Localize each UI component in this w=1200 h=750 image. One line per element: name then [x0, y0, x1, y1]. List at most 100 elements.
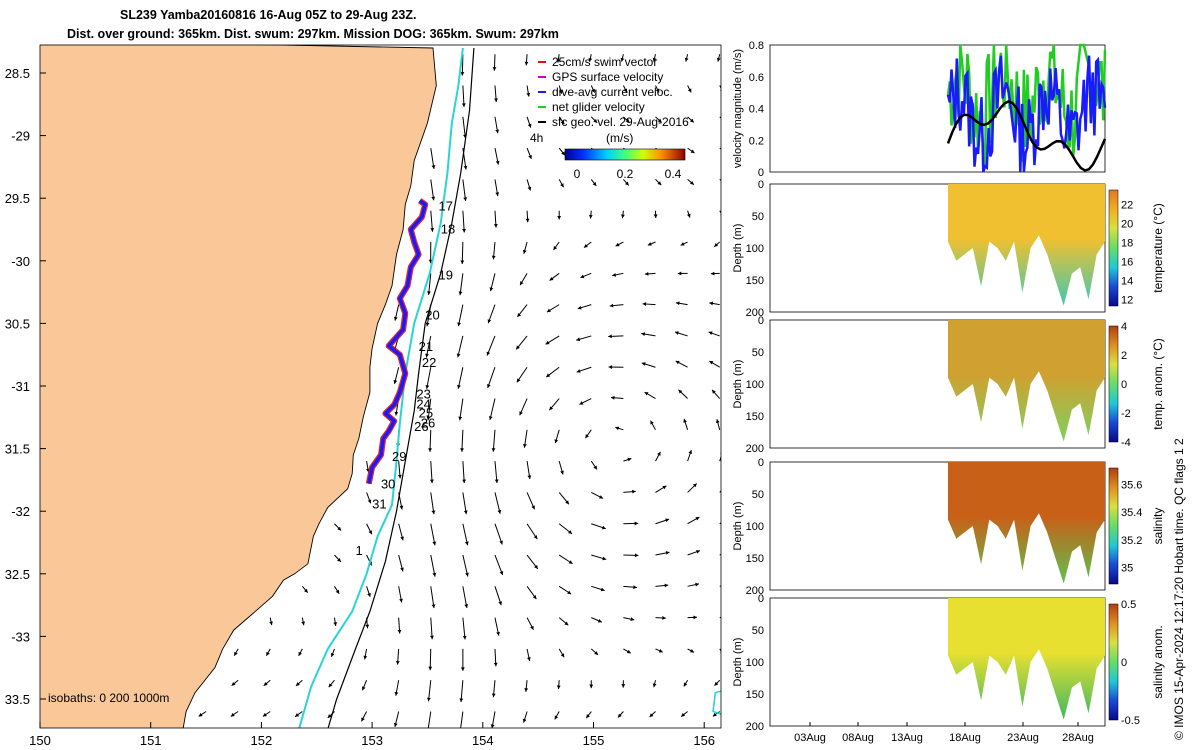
- velocity-arrowhead: [393, 316, 398, 321]
- section-colorbar-tick-label: 22: [1121, 199, 1133, 211]
- velocity-arrowhead: [494, 98, 498, 103]
- velocity-arrowhead: [568, 530, 573, 534]
- velocity-y-tick-label: 0.4: [749, 104, 764, 116]
- velocity-arrowhead: [460, 667, 465, 671]
- depth-section-panel: 0 50 100 150 200 Depth (m) -0.5 0 0.5 salinity an…: [732, 593, 1165, 733]
- velocity-arrowhead: [644, 392, 649, 396]
- velocity-arrow: [489, 398, 496, 421]
- velocity-arrowhead: [602, 556, 607, 561]
- velocity-arrowhead: [262, 712, 267, 717]
- map-x-tick-label: 154: [472, 733, 494, 748]
- colorbar-tick-label: 0: [574, 167, 581, 181]
- date-tick-label: 08Aug: [842, 732, 874, 744]
- velocity-arrow: [719, 85, 721, 90]
- velocity-arrowhead: [399, 598, 403, 603]
- velocity-arrow: [487, 367, 496, 389]
- velocity-arrowhead: [689, 180, 694, 185]
- velocity-arrowhead: [425, 353, 429, 358]
- velocity-arrowhead: [546, 373, 551, 378]
- velocity-arrowhead: [488, 416, 493, 420]
- velocity-arrowhead: [530, 625, 534, 630]
- velocity-arrowhead: [653, 214, 658, 218]
- velocity-arrowhead: [716, 57, 721, 62]
- velocity-arrowhead: [593, 465, 597, 470]
- velocity-arrowhead: [549, 406, 554, 411]
- date-axis: 03Aug 08Aug 13Aug 18Aug 23Aug 28Aug: [794, 722, 1094, 744]
- velocity-arrowhead: [615, 242, 620, 247]
- section-colorbar-tick-label: 14: [1121, 275, 1133, 287]
- velocity-arrowhead: [600, 587, 605, 592]
- velocity-arrowhead: [675, 301, 680, 306]
- velocity-arrow: [462, 461, 465, 484]
- velocity-arrowhead: [327, 714, 332, 718]
- velocity-arrowhead: [632, 489, 636, 494]
- velocity-arrow: [459, 398, 464, 421]
- velocity-arrowhead: [652, 57, 657, 62]
- section-y-tick-label: 150: [746, 553, 764, 565]
- velocity-arrowhead: [430, 228, 435, 232]
- section-colorbar-label: temp. anom. (°C): [1151, 338, 1165, 430]
- imos-credit: © IMOS 15-Apr-2024 12:17:20 Hobart time.…: [1172, 438, 1186, 740]
- velocity-arrow: [428, 680, 432, 702]
- velocity-arrowhead: [696, 549, 701, 554]
- depth-section-panel: 0 50 100 150 200 Depth (m) 12 14 16 18 20 22 tempera…: [732, 179, 1165, 319]
- velocity-arrowhead: [498, 601, 502, 606]
- velocity-arrow: [486, 335, 496, 356]
- section-y-tick-label: 100: [746, 379, 764, 391]
- velocity-arrowhead: [395, 660, 400, 665]
- velocity-arrowhead: [609, 303, 614, 308]
- velocity-arrowhead: [459, 698, 464, 702]
- velocity-arrowhead: [658, 649, 663, 653]
- velocity-panel: 0 0.2 0.4 0.6 0.8 velocity magnitude (m/s): [732, 40, 1107, 179]
- velocity-arrowhead: [579, 401, 584, 405]
- velocity-arrowhead: [714, 242, 719, 247]
- velocity-arrowhead: [715, 419, 720, 424]
- section-colorbar-tick-label: 2: [1121, 350, 1127, 362]
- map-colorbar: [564, 148, 686, 161]
- velocity-arrowhead: [556, 685, 561, 690]
- map-y-tick-label: -29: [11, 129, 30, 144]
- velocity-arrowhead: [657, 181, 662, 186]
- velocity-arrowhead: [612, 273, 617, 277]
- velocity-arrowhead: [722, 119, 726, 123]
- velocity-arrowhead: [427, 291, 431, 295]
- velocity-arrowhead: [464, 541, 469, 546]
- section-y-tick-label: 50: [752, 211, 764, 223]
- velocity-arrowhead: [394, 411, 399, 416]
- velocity-arrowhead: [460, 260, 465, 265]
- velocity-arrowhead: [494, 479, 499, 484]
- depth-section-panel: 0 50 100 150 200 Depth (m) -4 -2 0 2 4 temp. anom. …: [732, 315, 1165, 455]
- velocity-arrowhead: [528, 154, 532, 159]
- velocity-arrowhead: [690, 149, 695, 154]
- velocity-arrow: [719, 210, 721, 214]
- map-x-tick-label: 152: [251, 733, 273, 748]
- velocity-arrowhead: [491, 448, 496, 452]
- velocity-arrow: [430, 210, 433, 232]
- velocity-arrowhead: [726, 517, 730, 521]
- velocity-arrowhead: [524, 61, 529, 66]
- velocity-arrow: [429, 429, 432, 452]
- velocity-arrowhead: [269, 621, 273, 626]
- velocity-y-label: velocity magnitude (m/s): [732, 49, 744, 168]
- track-day-label: 24: [416, 397, 430, 412]
- velocity-arrowhead: [519, 411, 523, 416]
- velocity-arrowhead: [263, 681, 268, 686]
- velocity-arrow: [430, 523, 436, 546]
- velocity-arrowhead: [695, 582, 699, 587]
- velocity-arrowhead: [397, 629, 402, 634]
- velocity-arrow: [457, 304, 464, 327]
- velocity-arrowhead: [425, 385, 430, 389]
- velocity-arrowhead: [496, 631, 500, 636]
- velocity-arrowhead: [683, 682, 688, 687]
- map-x-tick-label: 153: [361, 733, 383, 748]
- velocity-arrow: [492, 429, 496, 452]
- section-data-fill: [948, 462, 1105, 584]
- velocity-arrowhead: [585, 434, 589, 439]
- velocity-arrow: [462, 116, 466, 139]
- section-colorbar-tick-label: 4: [1121, 321, 1127, 333]
- velocity-arrowhead: [726, 583, 730, 587]
- section-y-tick-label: 0: [758, 315, 764, 327]
- velocity-arrow: [430, 586, 435, 609]
- velocity-arrowhead: [492, 67, 497, 71]
- section-colorbar-tick-label: 0: [1121, 657, 1127, 669]
